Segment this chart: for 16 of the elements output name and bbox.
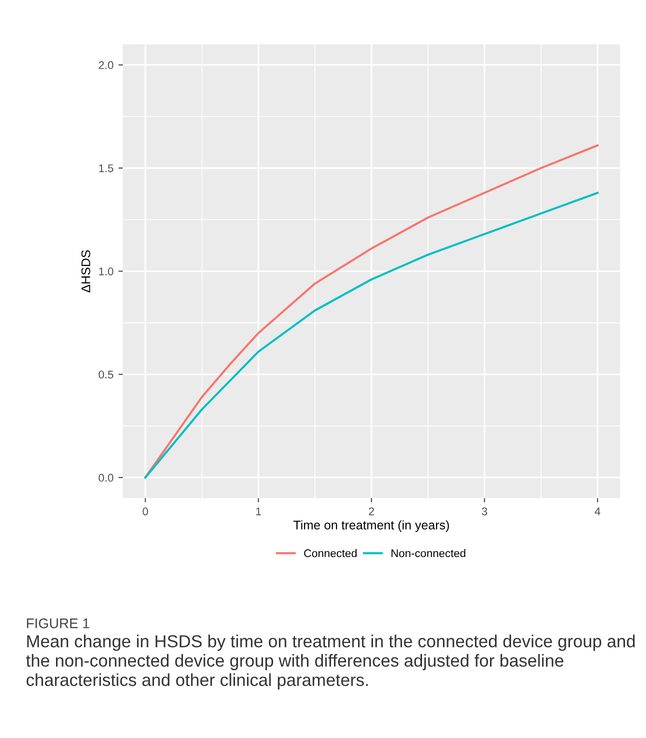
y-tick-label: 0.5 (98, 370, 114, 379)
y-tick-label: 2.0 (98, 61, 114, 70)
legend-label: Connected (304, 549, 357, 558)
y-axis-title: ΔHSDS (81, 250, 90, 292)
x-tick-label: 1 (256, 508, 261, 516)
y-tick-label: 0.0 (98, 474, 114, 482)
x-tick-label: 2 (368, 507, 374, 516)
x-axis-title: Time on treatment (in years) (293, 520, 449, 532)
y-tick-label: 1.0 (99, 267, 114, 276)
x-tick-label: 3 (482, 507, 488, 516)
x-tick-label: 4 (594, 508, 600, 516)
caption: FIGURE 1 (26, 618, 90, 628)
text: Mean change in HSDS by time on treatment in the connected device group and the non-connected device group with differences adjusted for baseline characteristics and other clinical parameters. (26, 634, 635, 690)
x-tick-label: 0 (142, 507, 148, 516)
legend-label: Non-connected (392, 549, 466, 558)
y-tick-label: 1.5 (99, 164, 114, 172)
